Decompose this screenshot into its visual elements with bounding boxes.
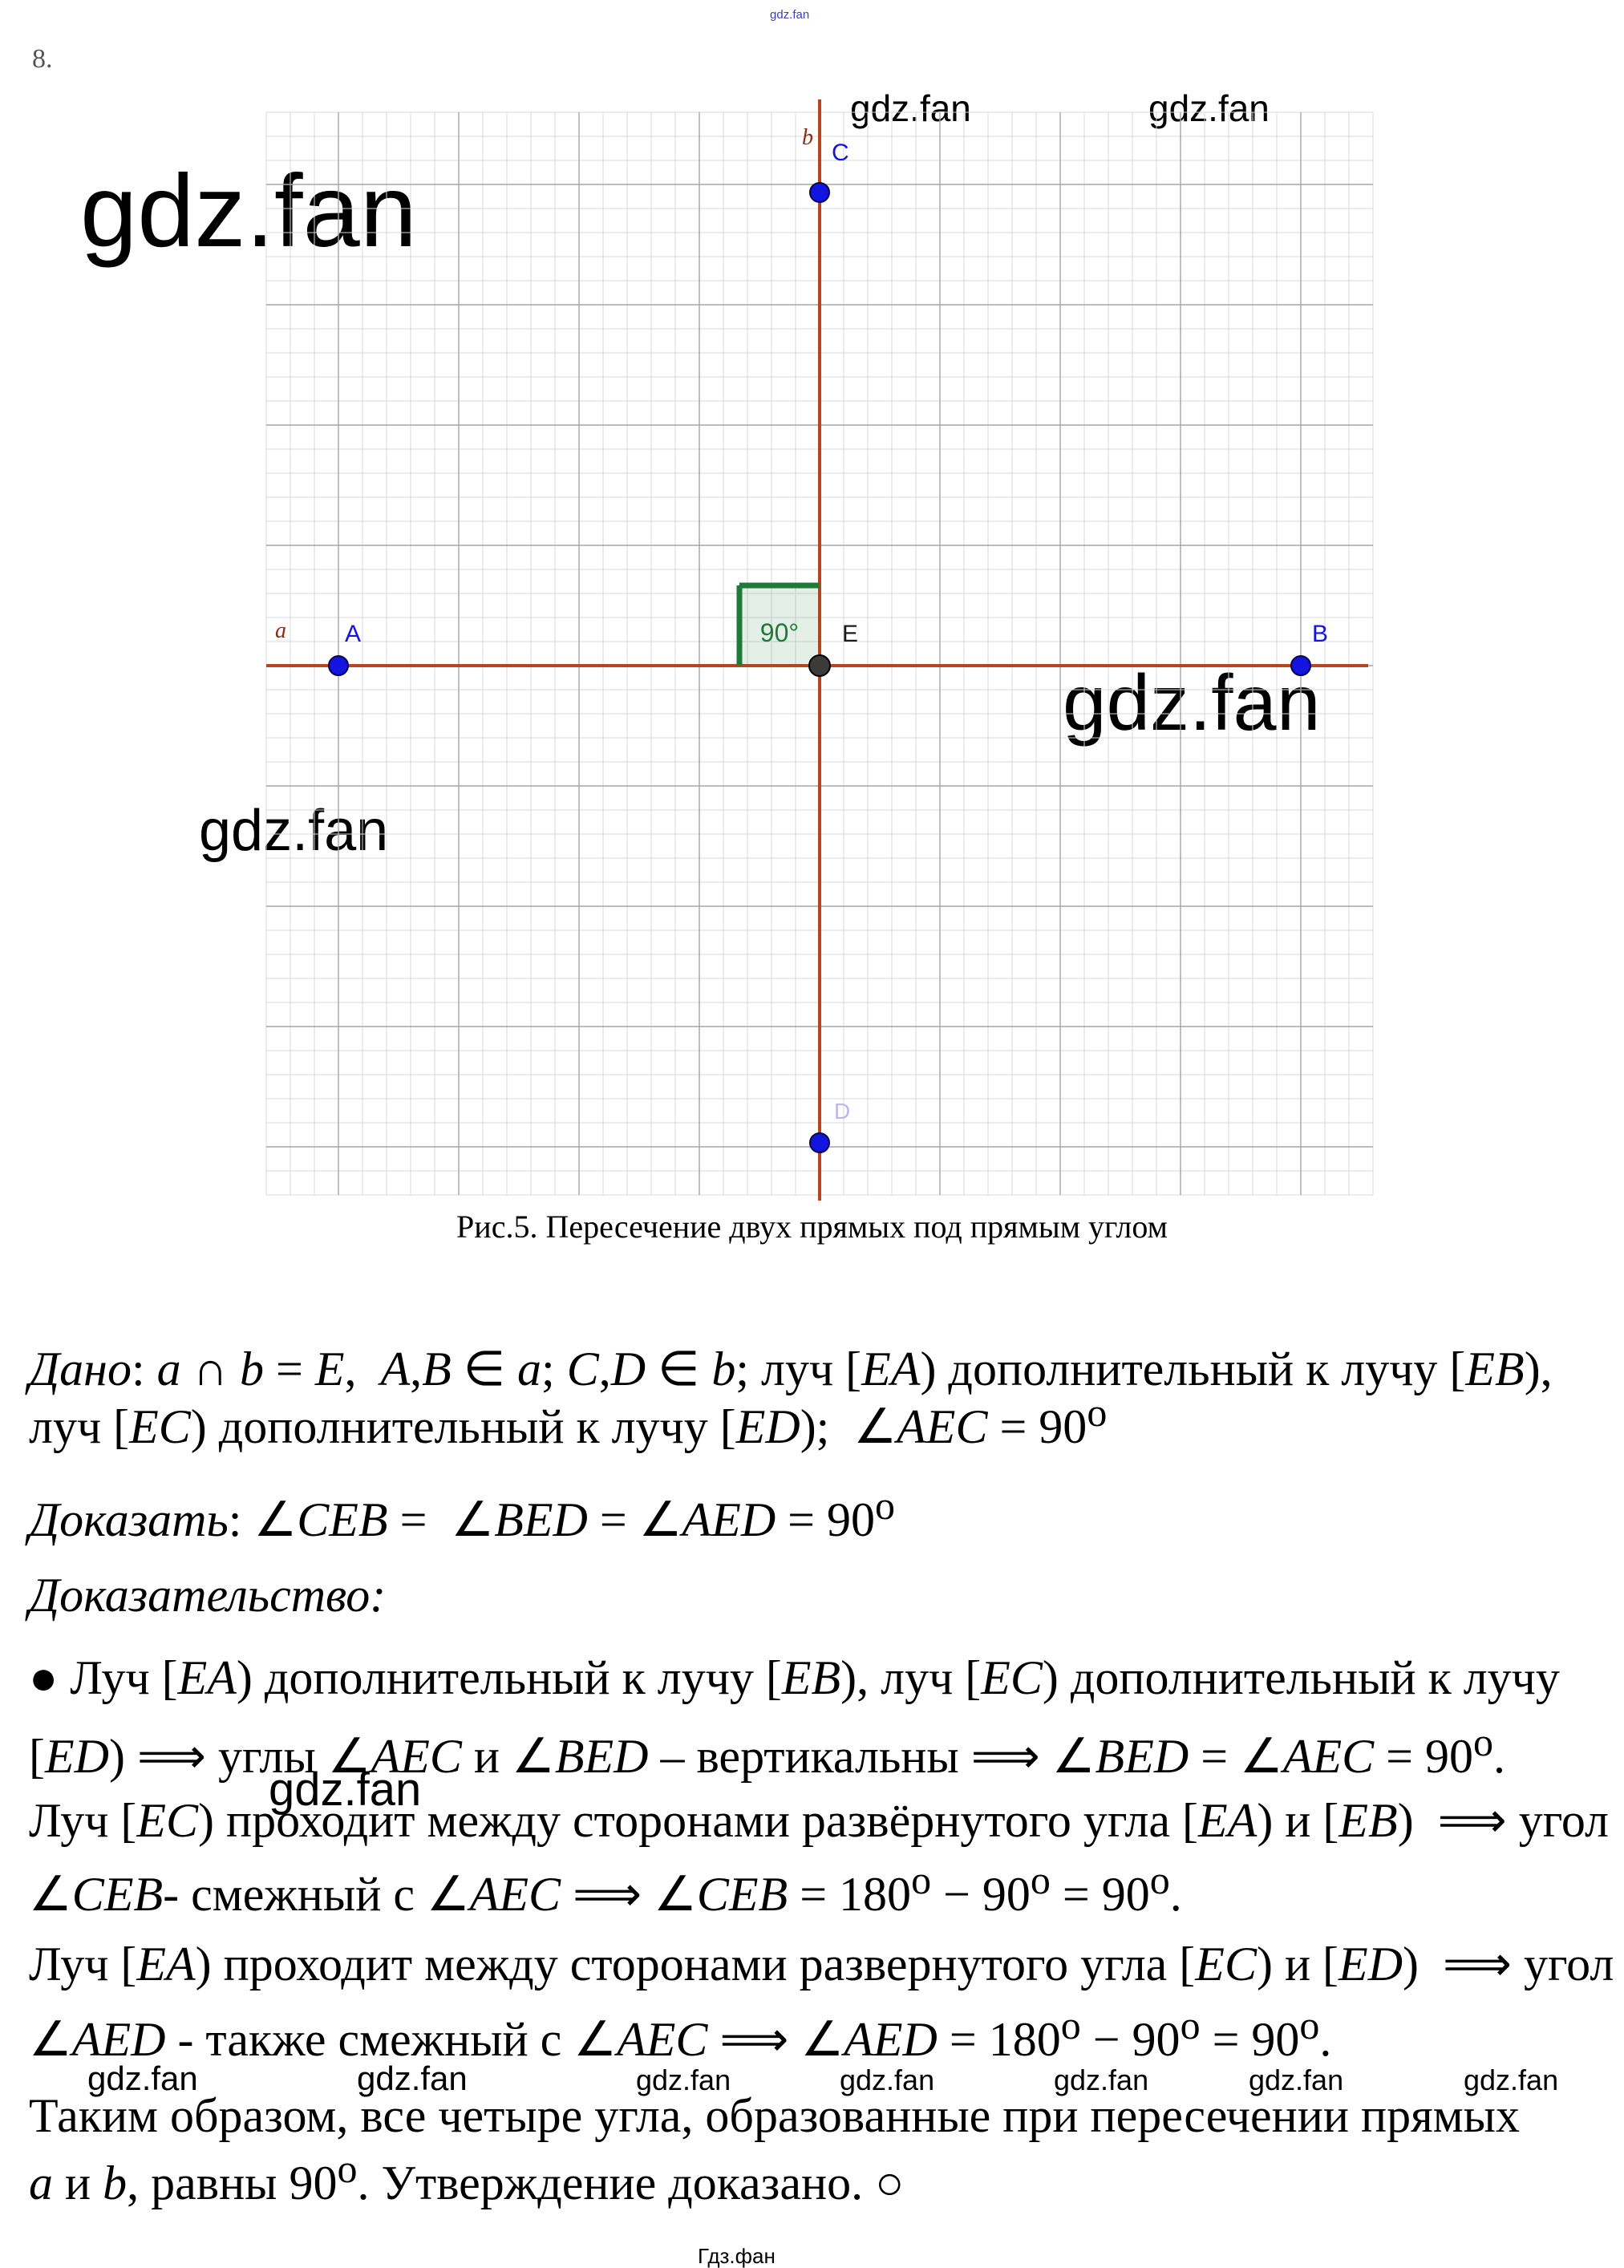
- svg-text:D: D: [834, 1099, 850, 1124]
- svg-text:b: b: [802, 125, 813, 150]
- svg-text:A: A: [345, 621, 361, 647]
- svg-text:C: C: [832, 140, 849, 166]
- svg-text:90°: 90°: [760, 618, 799, 647]
- svg-text:B: B: [1312, 621, 1328, 647]
- svg-text:a: a: [275, 618, 286, 643]
- svg-text:E: E: [842, 621, 858, 647]
